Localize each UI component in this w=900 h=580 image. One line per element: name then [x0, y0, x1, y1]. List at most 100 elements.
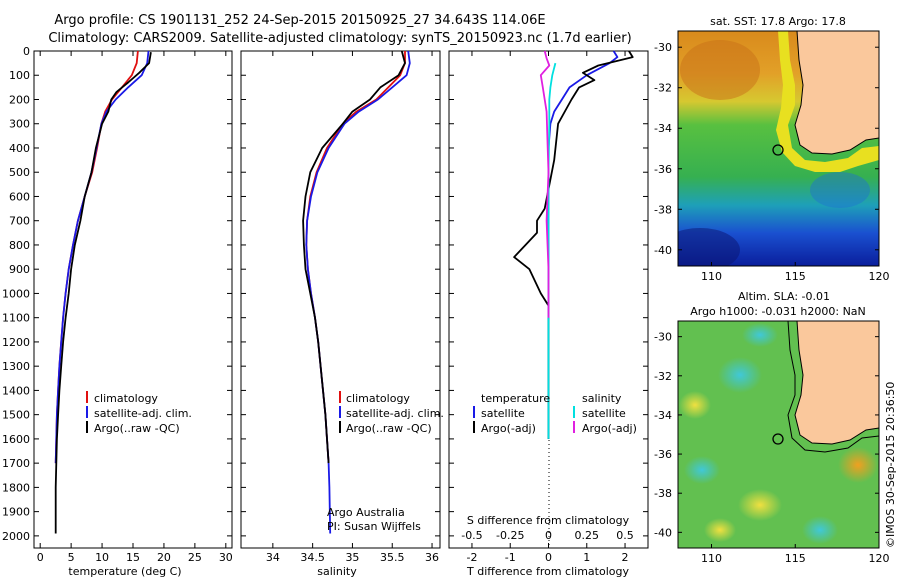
temperature-axes-frame — [33, 50, 233, 549]
map-y-tick-label: -38 — [654, 203, 672, 216]
map-y-tick-label: -34 — [654, 122, 672, 135]
imos-timestamp-watermark: ©IMOS 30-Sep-2015 20:36:50 — [884, 382, 897, 548]
sla-low-anomaly — [742, 323, 778, 347]
x-tick-label: -1 — [505, 551, 516, 564]
x2-tick-label: -0.5 — [461, 529, 482, 542]
sla-high-anomaly — [738, 489, 782, 521]
depth-tick-label: 700 — [9, 215, 30, 228]
map-x-tick-label: 120 — [869, 270, 890, 283]
depth-tick-label: 400 — [9, 142, 30, 155]
x-tick-label: 35 — [345, 551, 359, 564]
series-line-3 — [539, 50, 551, 318]
credit-line2: PI: Susan Wijffels — [327, 520, 421, 533]
temperature-xlabel: temperature (deg C) — [68, 565, 181, 578]
x-tick-label: 25 — [188, 551, 202, 564]
map-y-tick-label: -38 — [654, 487, 672, 500]
x2-tick-label: 0 — [545, 529, 552, 542]
map-y-tick-label: -32 — [654, 370, 672, 383]
x2-tick-label: -0.25 — [496, 529, 524, 542]
x-tick-label: 0 — [545, 551, 552, 564]
sla-argo-position-marker — [772, 433, 784, 445]
legend-sal-argo-label: Argo(-adj) — [582, 422, 637, 435]
depth-tick-label: 1400 — [2, 384, 30, 397]
x-tick-label: 34 — [266, 551, 280, 564]
x-tick-label: -2 — [466, 551, 477, 564]
legend-salinity-header: salinity — [582, 392, 622, 405]
x-tick-label: 36 — [425, 551, 439, 564]
legend-climatology-label: climatology — [346, 392, 410, 405]
t-difference-xlabel: T difference from climatology — [466, 565, 629, 578]
sla-low-anomaly — [684, 456, 720, 484]
sla-map-frame — [677, 320, 880, 549]
legend-temp-satellite-label: satellite — [481, 407, 525, 420]
depth-tick-label: 600 — [9, 190, 30, 203]
legend-sal-satellite-label: satellite — [582, 407, 626, 420]
sst-land-australia — [794, 31, 879, 155]
legend-satellite-label: satellite-adj. clim. — [346, 407, 444, 420]
series-line-2 — [302, 50, 406, 464]
legend-climatology-label: climatology — [94, 392, 158, 405]
x-tick-label: 30 — [219, 551, 233, 564]
legend-argo-label: Argo(..raw -QC) — [346, 422, 432, 435]
map-y-tick-label: -36 — [654, 163, 672, 176]
depth-tick-label: 1700 — [2, 457, 30, 470]
x-tick-label: 15 — [126, 551, 140, 564]
map-y-tick-label: -40 — [654, 244, 672, 257]
depth-tick-label: 100 — [9, 69, 30, 82]
salinity-xlabel: salinity — [317, 565, 357, 578]
x-tick-label: 2 — [622, 551, 629, 564]
map-x-tick-label: 120 — [869, 552, 890, 565]
x-tick-label: 1 — [583, 551, 590, 564]
difference-legend: temperature satellite Argo(-adj) salinit… — [473, 392, 637, 435]
depth-tick-label: 1000 — [2, 287, 30, 300]
difference-panel: -2 -1 0 1 2 -0.5 -0.25 0 0.25 0.5 S difference f… — [448, 50, 649, 578]
depth-tick-label: 1800 — [2, 481, 30, 494]
x-tick-label: 35.5 — [380, 551, 405, 564]
map-x-tick-label: 110 — [701, 270, 722, 283]
sla-map-title-line1: Altim. SLA: -0.01 — [738, 290, 830, 303]
depth-tick-label: 1300 — [2, 360, 30, 373]
sla-map-panel: Altim. SLA: -0.01 Argo h1000: -0.031 h20… — [654, 290, 889, 565]
map-x-tick-label: 115 — [785, 270, 806, 283]
sst-map-title: sat. SST: 17.8 Argo: 17.8 — [710, 15, 846, 28]
depth-tick-label: 1200 — [2, 336, 30, 349]
depth-tick-label: 800 — [9, 239, 30, 252]
figure-title-line2: Climatology: CARS2009. Satellite-adjuste… — [48, 31, 631, 46]
map-y-tick-label: -30 — [654, 331, 672, 344]
legend-argo-label: Argo(..raw -QC) — [94, 422, 180, 435]
depth-tick-label: 1500 — [2, 409, 30, 422]
map-y-tick-label: -34 — [654, 409, 672, 422]
x-tick-label: 0 — [37, 551, 44, 564]
depth-tick-label: 300 — [9, 118, 30, 131]
x-tick-label: 20 — [157, 551, 171, 564]
series-line-0 — [547, 50, 619, 439]
series-line-1 — [54, 50, 150, 464]
x-tick-label: 34.5 — [300, 551, 325, 564]
map-x-tick-label: 115 — [785, 552, 806, 565]
sla-high-anomaly — [838, 447, 878, 483]
legend-temp-argo-label: Argo(-adj) — [481, 422, 536, 435]
depth-tick-label: 1100 — [2, 312, 30, 325]
credit-line1: Argo Australia — [327, 506, 405, 519]
x2-tick-label: 0.5 — [616, 529, 634, 542]
map-y-tick-label: -40 — [654, 526, 672, 539]
s-difference-label: S difference from climatology — [467, 514, 630, 527]
map-x-tick-label: 110 — [701, 552, 722, 565]
sst-map-frame — [677, 30, 880, 267]
sla-high-anomaly — [679, 391, 711, 419]
salinity-axes-frame — [240, 50, 441, 549]
sst-cool-patch — [810, 172, 870, 208]
depth-tick-label: 2000 — [2, 530, 30, 543]
series-line-1 — [513, 50, 634, 439]
sla-isobath-contour — [787, 321, 879, 453]
map-y-tick-label: -30 — [654, 41, 672, 54]
legend-temperature-header: temperature — [481, 392, 550, 405]
x2-tick-label: 0.25 — [575, 529, 600, 542]
depth-tick-label: 900 — [9, 263, 30, 276]
x-tick-label: 10 — [95, 551, 109, 564]
depth-tick-label: 200 — [9, 93, 30, 106]
temperature-legend: climatology satellite-adj. clim. Argo(..… — [86, 391, 192, 435]
x-tick-label: 5 — [68, 551, 75, 564]
depth-tick-label: 500 — [9, 166, 30, 179]
